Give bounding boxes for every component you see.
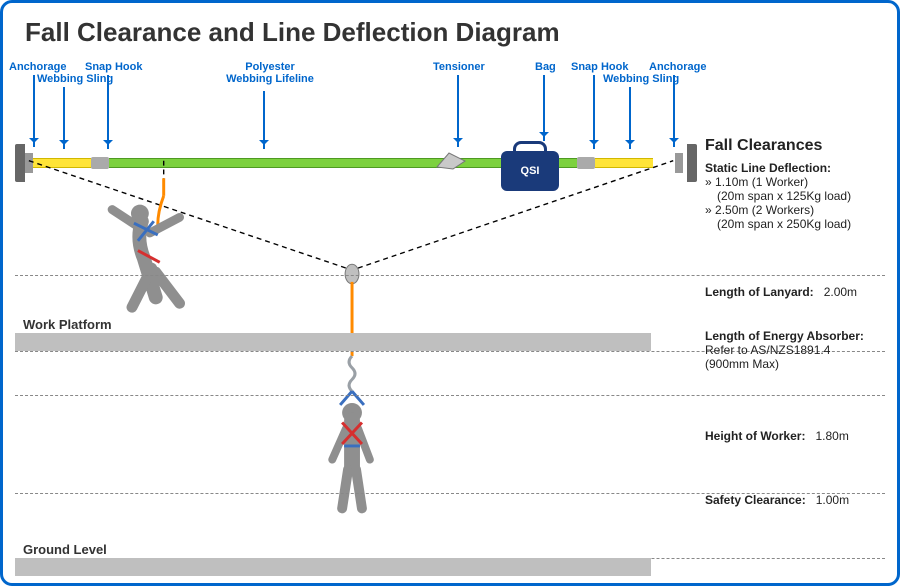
label-webbing-left: Webbing Sling [37,73,113,85]
work-platform-bar [15,333,651,351]
info-absorber-line1: Refer to AS/NZS1891.4 [705,343,887,357]
arrow-snap-right [593,75,595,149]
diagram-area: Anchorage Webbing Sling Snap Hook Polyes… [15,63,697,571]
info-deflection: Static Line Deflection: 1.10m (1 Worker)… [705,161,887,231]
snap-hook-left-icon [91,157,109,169]
wall-left [15,144,25,182]
label-webbing-right: Webbing Sling [603,73,679,85]
info-deflection-label: Static Line Deflection: [705,161,831,175]
anchor-plate-right [675,153,683,173]
info-absorber-line2: (900mm Max) [705,357,887,371]
diagram-frame: Fall Clearance and Line Deflection Diagr… [0,0,900,586]
arrow-bag [543,75,545,141]
info-safety: Safety Clearance: 1.00m [705,493,887,507]
info-lanyard-label: Length of Lanyard: [705,285,814,299]
label-tensioner: Tensioner [433,61,485,73]
arrow-snap-left [107,75,109,149]
tensioner-icon [435,151,467,171]
info-deflection-item-1-detail: (20m span x 250Kg load) [705,217,887,231]
info-worker-value: 1.80m [815,429,848,443]
info-absorber: Length of Energy Absorber: Refer to AS/N… [705,329,887,371]
wall-right [687,144,697,182]
arrow-anchorage-left [33,75,35,147]
sling-left [33,158,91,168]
bag-icon: QSI [501,151,559,191]
info-deflection-item-0-detail: (20m span x 125Kg load) [705,189,887,203]
info-title: Fall Clearances [705,137,887,155]
info-panel: Fall Clearances Static Line Deflection: … [705,137,887,511]
anchor-plate-left [25,153,33,173]
arrow-lifeline [263,91,265,149]
arrow-webbing-right [629,87,631,149]
info-deflection-item-1-value: 2.50m (2 Workers) [705,203,887,217]
info-worker: Height of Worker: 1.80m [705,429,887,443]
arrow-tensioner [457,75,459,147]
label-bag: Bag [535,61,556,73]
label-anchorage-left: Anchorage [9,61,66,73]
sling-right [595,158,653,168]
page-title: Fall Clearance and Line Deflection Diagr… [25,17,560,48]
label-lifeline: PolyesterWebbing Lifeline [225,61,315,85]
lifeline-assembly: QSI [15,155,697,171]
info-lanyard: Length of Lanyard: 2.00m [705,285,887,299]
ground-label: Ground Level [23,542,107,557]
label-snap-left: Snap Hook [85,61,142,73]
info-safety-value: 1.00m [816,493,849,507]
arrow-anchorage-right [673,75,675,147]
info-absorber-label: Length of Energy Absorber: [705,329,864,343]
bag-logo-text: QSI [521,165,540,177]
info-deflection-item-0-value: 1.10m (1 Worker) [705,175,887,189]
snap-hook-right-icon [577,157,595,169]
work-platform-label: Work Platform [23,317,112,332]
ground-bar [15,558,651,576]
info-worker-label: Height of Worker: [705,429,805,443]
info-safety-label: Safety Clearance: [705,493,806,507]
label-anchorage-right: Anchorage [649,61,706,73]
info-lanyard-value: 2.00m [824,285,857,299]
arrow-webbing-left [63,87,65,149]
label-snap-right: Snap Hook [571,61,628,73]
